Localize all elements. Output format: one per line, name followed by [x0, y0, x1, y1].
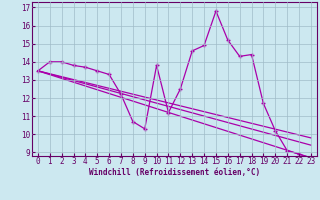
- X-axis label: Windchill (Refroidissement éolien,°C): Windchill (Refroidissement éolien,°C): [89, 168, 260, 177]
